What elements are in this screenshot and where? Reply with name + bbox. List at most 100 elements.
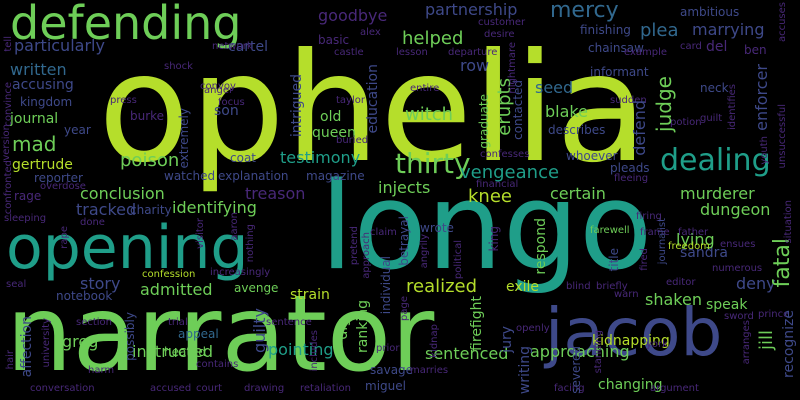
word-fleeing: fleeing <box>614 173 649 184</box>
word-rage: rage <box>14 189 42 203</box>
word-dealing: dealing <box>660 143 771 178</box>
word-helped: helped <box>402 28 464 49</box>
word-press: press <box>110 95 137 106</box>
word-accusing: accusing <box>12 77 74 93</box>
word-prior: prior <box>376 343 400 354</box>
word-opening: opening <box>6 213 249 283</box>
word-jill: jill <box>756 330 777 351</box>
word-whoever: whoever <box>566 149 618 163</box>
word-trial: trial <box>168 317 188 328</box>
word-deny: deny <box>736 274 776 293</box>
word-betrayal: betrayal <box>397 216 411 266</box>
word-instructed: instructed <box>132 342 213 361</box>
word-dig: dig <box>335 318 351 340</box>
word-done: done <box>80 217 105 228</box>
word-contains: contains <box>196 359 239 370</box>
word-youth: youth <box>759 136 770 165</box>
word-seed: seed <box>535 78 574 97</box>
word-chainsaw: chainsaw <box>588 41 644 55</box>
word-severed: severed <box>569 346 583 394</box>
word-shock: shock <box>164 61 193 72</box>
word-recognize: recognize <box>781 310 797 378</box>
word-ambitious: ambitious <box>680 5 740 19</box>
word-fatal: fatal <box>770 238 795 288</box>
word-briefly: briefly <box>596 281 628 292</box>
word-changing: changing <box>598 377 663 393</box>
word-story: story <box>80 274 121 293</box>
word-confesses: confesses <box>480 149 530 160</box>
word-heated: heated <box>164 345 207 359</box>
word-tell: tell <box>3 36 14 52</box>
word-journal: journal <box>10 111 59 127</box>
word-writing: writing <box>517 346 533 395</box>
word-kidnap: kidnap <box>429 324 440 358</box>
word-ben: ben <box>744 43 767 57</box>
word-argument: argument <box>650 383 699 394</box>
word-marries: marries <box>410 365 449 376</box>
word-lying: lying <box>676 230 715 249</box>
word-notebook: notebook <box>56 289 113 303</box>
word-testimony: testimony <box>280 148 361 167</box>
word-certain: certain <box>550 184 606 203</box>
word-plea: plea <box>640 20 679 41</box>
word-numerous: numerous <box>712 263 763 274</box>
word-queen: queen <box>312 125 356 141</box>
word-firefight: firefight <box>469 296 485 351</box>
word-confession: confession <box>142 269 196 280</box>
word-del: del <box>706 39 728 55</box>
word-ophelia: ophelia <box>98 22 648 196</box>
word-affection: affection <box>19 316 35 378</box>
word-guilty: guilty <box>250 308 269 353</box>
word-ensues: ensues <box>720 239 756 250</box>
word-overdose: overdose <box>40 181 86 192</box>
word-defending: defending <box>10 0 242 50</box>
word-reporter: reporter <box>34 171 83 185</box>
word-frame: frame <box>640 227 670 238</box>
word-gertrude: gertrude <box>12 157 73 173</box>
word-partnership: partnership <box>425 0 518 19</box>
word-arranges: arranges <box>741 320 752 365</box>
word-magazine: magazine <box>306 169 365 183</box>
word-hair: hair <box>5 350 16 370</box>
word-written: written <box>10 60 67 79</box>
word-visitor: visitor <box>195 218 206 249</box>
word-university: university <box>41 318 52 368</box>
word-enforcer: enforcer <box>752 64 771 131</box>
word-nothing: nothing <box>245 224 256 263</box>
word-focus: focus <box>218 97 245 108</box>
word-departure: departure <box>448 47 498 58</box>
word-king: king <box>487 226 501 252</box>
word-narrator: narrator <box>6 273 435 395</box>
word-approaching: approaching <box>530 342 630 361</box>
word-taylor: taylor <box>336 95 365 106</box>
word-sudden: sudden <box>610 95 647 106</box>
word-tracked: tracked <box>76 200 137 219</box>
word-particularly: particularly <box>14 36 105 55</box>
word-poison: poison <box>120 150 180 171</box>
word-father: father <box>678 227 709 238</box>
word-freedom: freedom <box>668 241 710 252</box>
word-savage: savage <box>370 363 414 377</box>
word-jury: jury <box>499 326 515 353</box>
word-castle: castle <box>334 47 364 58</box>
word-title: title <box>607 248 621 272</box>
word-entire: entire <box>410 83 440 94</box>
word-buried: buried <box>336 135 369 146</box>
word-graduate: graduate <box>477 94 491 149</box>
word-education: education <box>365 64 381 134</box>
word-approach: approach <box>361 232 372 279</box>
word-drawing: drawing <box>244 383 285 394</box>
word-potion: potion <box>670 117 702 128</box>
word-version: version <box>1 124 12 161</box>
word-son: son <box>214 103 239 119</box>
word-york: york <box>646 339 668 350</box>
word-journalist: journalist <box>657 218 668 265</box>
word-sleeping: sleeping <box>4 213 47 224</box>
word-pointing: pointing <box>268 340 334 359</box>
word-realized: realized <box>406 276 478 297</box>
word-exile: exile <box>506 279 540 295</box>
word-farewell: farewell <box>590 225 630 236</box>
word-guilt: guilt <box>700 113 723 124</box>
word-rape: rape <box>59 226 70 249</box>
